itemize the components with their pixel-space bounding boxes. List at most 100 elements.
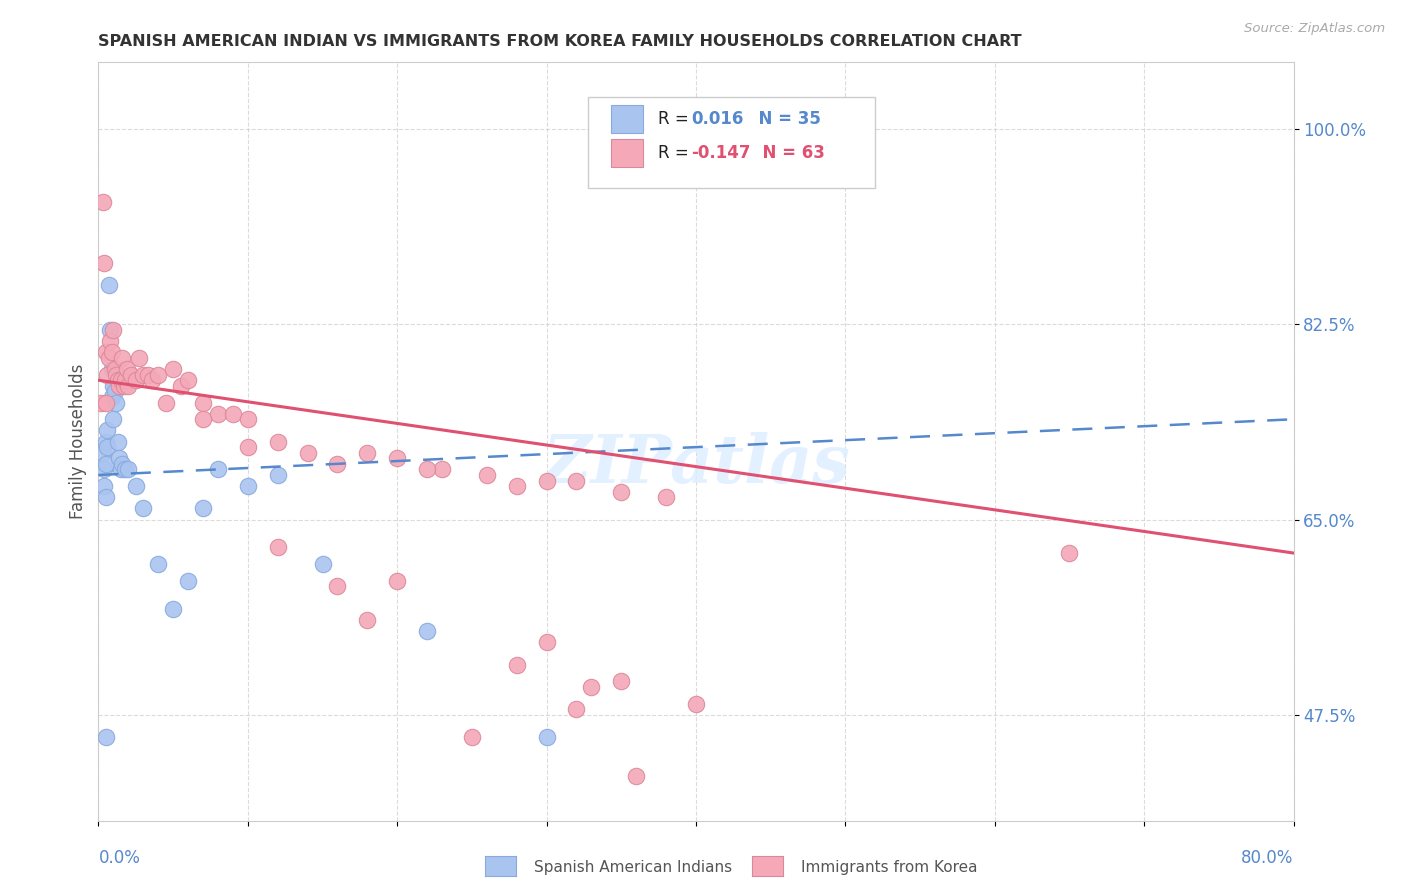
FancyBboxPatch shape: [612, 139, 644, 167]
Point: [96, 424, 118, 438]
Point: [114, 462, 136, 476]
Point: [655, 491, 678, 505]
Point: [111, 351, 134, 365]
Point: [506, 657, 529, 672]
Point: [97, 278, 120, 293]
Point: [1059, 546, 1081, 560]
Point: [125, 373, 148, 387]
Point: [91, 446, 114, 460]
Point: [626, 769, 648, 783]
Point: [108, 378, 131, 392]
Point: [101, 362, 124, 376]
Point: [385, 451, 409, 466]
Point: [93, 256, 115, 270]
Point: [191, 412, 214, 426]
Text: ZIPatlas: ZIPatlas: [543, 432, 849, 497]
Point: [565, 702, 588, 716]
Point: [311, 557, 333, 572]
Point: [111, 457, 134, 471]
Point: [94, 457, 117, 471]
Point: [356, 446, 378, 460]
Text: 0.0%: 0.0%: [98, 848, 141, 866]
Text: -0.147: -0.147: [692, 144, 751, 162]
Point: [117, 462, 139, 476]
Text: Immigrants from Korea: Immigrants from Korea: [801, 860, 979, 874]
Point: [97, 351, 120, 365]
Point: [103, 323, 125, 337]
Text: N = 63: N = 63: [751, 144, 825, 162]
Point: [101, 390, 124, 404]
Point: [110, 462, 132, 476]
Point: [107, 434, 129, 449]
Point: [107, 373, 129, 387]
Point: [536, 635, 558, 649]
Point: [104, 362, 127, 376]
Point: [475, 468, 498, 483]
Point: [236, 479, 259, 493]
Point: [105, 368, 128, 382]
Point: [236, 440, 259, 454]
Text: R =: R =: [658, 144, 693, 162]
Text: Spanish American Indians: Spanish American Indians: [534, 860, 733, 874]
Point: [326, 457, 349, 471]
Point: [506, 479, 529, 493]
Point: [565, 474, 588, 488]
Point: [104, 384, 127, 399]
Point: [326, 580, 349, 594]
Text: N = 35: N = 35: [748, 110, 821, 128]
Point: [536, 474, 558, 488]
Text: Source: ZipAtlas.com: Source: ZipAtlas.com: [1244, 22, 1385, 36]
Point: [96, 440, 118, 454]
Point: [236, 412, 259, 426]
Point: [120, 368, 142, 382]
Point: [94, 395, 117, 409]
Point: [94, 434, 117, 449]
Point: [207, 407, 229, 421]
Point: [125, 479, 148, 493]
FancyBboxPatch shape: [589, 96, 875, 187]
Point: [297, 446, 319, 460]
Point: [162, 362, 184, 376]
Point: [108, 451, 131, 466]
Point: [162, 602, 184, 616]
Point: [110, 373, 132, 387]
Point: [267, 541, 290, 555]
Point: [191, 395, 214, 409]
Point: [94, 345, 117, 359]
Point: [536, 730, 558, 744]
Point: [169, 378, 191, 392]
Point: [132, 501, 155, 516]
Point: [177, 373, 200, 387]
Point: [148, 368, 170, 382]
Point: [114, 373, 136, 387]
Point: [98, 323, 122, 337]
Point: [103, 412, 125, 426]
Point: [94, 730, 117, 744]
Point: [177, 574, 200, 588]
Point: [148, 557, 170, 572]
Point: [141, 373, 163, 387]
Point: [93, 462, 115, 476]
Point: [267, 468, 290, 483]
Point: [356, 613, 378, 627]
Point: [385, 574, 409, 588]
Point: [416, 462, 439, 476]
Point: [155, 395, 177, 409]
Point: [222, 407, 245, 421]
Point: [98, 334, 122, 349]
Point: [90, 395, 112, 409]
Point: [103, 378, 125, 392]
Text: 80.0%: 80.0%: [1241, 848, 1294, 866]
Point: [610, 674, 633, 689]
Point: [105, 395, 128, 409]
Point: [430, 462, 453, 476]
Point: [96, 368, 118, 382]
Point: [461, 730, 484, 744]
Point: [93, 479, 115, 493]
Point: [132, 368, 155, 382]
Text: 0.016: 0.016: [692, 110, 744, 128]
Point: [115, 362, 138, 376]
Point: [117, 378, 139, 392]
Point: [112, 378, 135, 392]
Point: [91, 194, 114, 209]
